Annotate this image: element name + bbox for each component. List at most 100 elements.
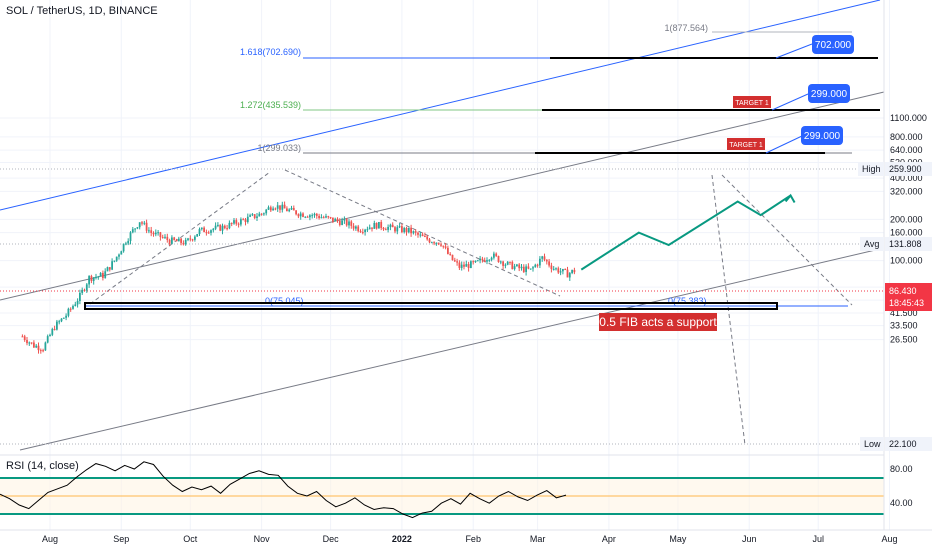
candle-body <box>173 237 176 240</box>
candle-body <box>543 256 546 260</box>
candle-body <box>421 234 424 237</box>
candle-body <box>525 266 527 272</box>
rsi-title[interactable]: RSI (14, close) <box>6 460 79 472</box>
candle-body <box>272 208 274 211</box>
candle-body <box>138 222 141 228</box>
candle-body <box>30 342 33 344</box>
candle-body <box>62 317 65 319</box>
target-callouts: 702.000 TARGET 1 299.000 TARGET 1 299.00… <box>599 35 854 331</box>
rsi-pane <box>0 454 884 519</box>
fib-1-top-label: 1(877.564) <box>664 23 708 33</box>
candle-body <box>37 345 40 351</box>
candle-body <box>189 238 192 240</box>
candle-body <box>111 261 113 270</box>
candle-body <box>453 260 456 262</box>
candle-body <box>435 242 438 244</box>
candle-body <box>318 215 320 219</box>
candle-body <box>235 220 238 224</box>
candle-body <box>343 219 346 221</box>
time-tick-label: Jul <box>812 534 824 544</box>
candle-body <box>504 264 507 266</box>
candle-body <box>260 213 263 215</box>
candle-body <box>33 342 35 348</box>
candle-body <box>44 342 47 351</box>
candle-body <box>325 216 327 218</box>
candle-body <box>338 220 341 225</box>
candle-body <box>483 260 486 262</box>
rsi-line <box>0 461 567 519</box>
fib-1-mid-label: 1(299.033) <box>257 143 301 153</box>
candle-body <box>283 204 286 209</box>
candle-body <box>359 231 362 233</box>
candle-body <box>309 215 311 218</box>
avg-badge-value: 131.808 <box>889 239 922 249</box>
candle-body <box>511 261 514 270</box>
candle-body <box>552 268 555 270</box>
chart-grid <box>0 0 890 530</box>
candle-body <box>122 243 125 252</box>
candle-body <box>488 259 491 261</box>
candle-body <box>203 227 205 233</box>
candle-body <box>276 205 279 209</box>
candle-body <box>182 242 185 245</box>
price-tick-label: 100.000 <box>890 256 923 266</box>
candle-body <box>368 227 371 230</box>
candle-body <box>465 264 468 267</box>
candle-body <box>398 226 401 228</box>
candle-body <box>85 284 88 291</box>
low-badge-value-bg <box>885 437 932 451</box>
candle-body <box>437 242 440 245</box>
avg-badge-value-bg <box>885 237 932 251</box>
candle-body <box>371 227 373 229</box>
candle-body <box>191 239 194 241</box>
candle-body <box>559 271 562 273</box>
candle-body <box>269 207 272 211</box>
dashed-trend-2 <box>284 169 561 297</box>
candle-body <box>564 268 567 270</box>
candle-body <box>302 213 304 217</box>
candle-body <box>548 261 550 266</box>
candle-body <box>382 227 385 230</box>
time-tick-label: Aug <box>42 534 58 544</box>
candle-body <box>198 229 201 235</box>
candle-body <box>23 336 26 341</box>
candle-body <box>566 269 569 278</box>
candle-body <box>350 221 353 226</box>
candle-body <box>145 222 148 231</box>
candle-body <box>557 268 560 273</box>
symbol-title[interactable]: SOL / TetherUS, 1D, BINANCE <box>6 5 158 17</box>
candle-body <box>297 214 300 217</box>
candle-body <box>486 260 488 262</box>
candle-body <box>518 264 521 269</box>
callout-299-box[interactable] <box>801 126 843 145</box>
candle-body <box>230 222 233 224</box>
candle-body <box>21 336 24 338</box>
candle-body <box>74 304 77 307</box>
candle-body <box>141 222 143 224</box>
candle-body <box>242 219 245 221</box>
candle-body <box>180 238 182 243</box>
candle-body <box>479 258 481 261</box>
candle-body <box>357 226 360 232</box>
trend-channels <box>0 0 885 451</box>
candle-body <box>228 222 231 229</box>
candle-body <box>65 315 67 318</box>
candle-body <box>214 225 217 229</box>
candle-body <box>221 225 224 231</box>
candle-body <box>99 273 102 277</box>
price-tick-label: 1100.000 <box>890 113 927 123</box>
candle-body <box>313 213 316 216</box>
candle-body <box>522 266 525 272</box>
callout-435-box[interactable] <box>808 84 850 103</box>
projection-path <box>580 193 796 271</box>
candle-body <box>387 226 389 230</box>
candle-body <box>286 208 288 212</box>
support-note-text: 0.5 FIB acts a support <box>599 315 717 329</box>
time-axis: Aug Sep Oct Nov Dec 2022 Feb Mar Apr May Jun Jul Aug <box>0 529 932 544</box>
candle-body <box>334 218 337 222</box>
candle-body <box>380 222 383 228</box>
callout-702-box[interactable] <box>812 35 854 54</box>
current-price-countdown: 18:45:43 <box>889 298 924 308</box>
candle-body <box>442 245 445 247</box>
